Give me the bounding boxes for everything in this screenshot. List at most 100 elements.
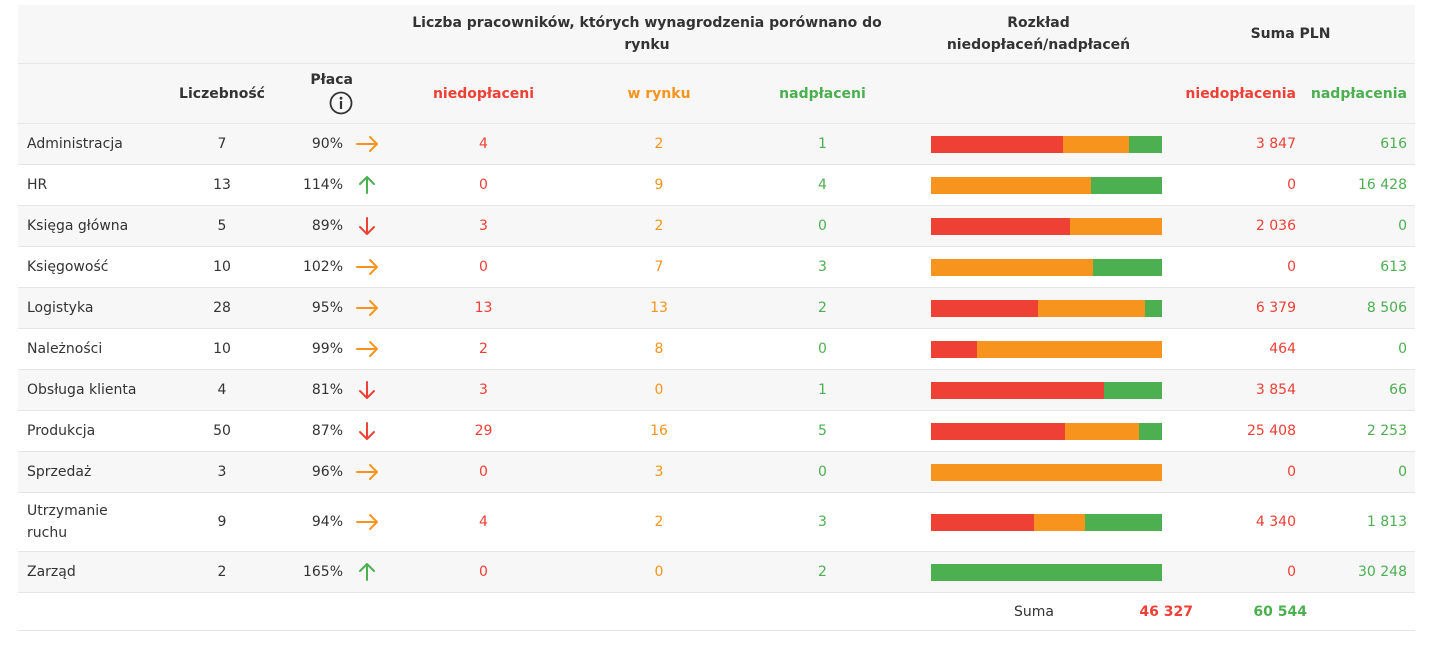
row-over: 3	[818, 514, 827, 530]
table-row[interactable]: Zarząd 2 165% 0 0 2 0 30 248	[18, 552, 1415, 593]
row-count: 2	[217, 564, 227, 580]
row-under: 0	[479, 259, 488, 275]
row-distribution	[911, 452, 1166, 492]
header-underpay[interactable]: niedopłacenia	[1185, 85, 1296, 102]
header-overpay[interactable]: nadpłacenia	[1310, 85, 1407, 102]
distribution-bar	[931, 258, 1162, 276]
header-group-row: Liczba pracowników, których wynagrodzeni…	[18, 5, 1415, 64]
row-under: 13	[474, 300, 493, 316]
arrow-right-icon	[356, 136, 378, 152]
row-name: Administracja	[27, 136, 123, 152]
table-row[interactable]: Produkcja 50 87% 29 16 5 25 408 2 253	[18, 411, 1415, 452]
row-name: Produkcja	[27, 423, 96, 439]
row-underpay: 464	[1269, 341, 1296, 357]
header-count[interactable]: Liczebność	[179, 85, 265, 102]
bar-segment	[931, 563, 1162, 581]
row-under: 2	[479, 341, 488, 357]
distribution-bar	[931, 422, 1162, 440]
table-row[interactable]: Administracja 7 90% 4 2 1 3 847 616	[18, 124, 1415, 165]
row-pay: 81%	[281, 370, 383, 410]
table-row[interactable]: Sprzedaż 3 96% 0 3 0 0 0	[18, 452, 1415, 493]
header-group-distribution: Rozkład niedopłaceń/nadpłaceń	[911, 5, 1166, 63]
row-pay-value: 90%	[311, 136, 343, 152]
bar-segment	[1145, 299, 1162, 317]
row-pay-value: 96%	[311, 464, 343, 480]
row-distribution	[911, 370, 1166, 410]
header-over[interactable]: nadpłaceni	[779, 85, 866, 102]
header-pay[interactable]: Płaca	[281, 64, 383, 123]
distribution-bar	[931, 381, 1162, 399]
row-pay: 89%	[281, 206, 383, 246]
bar-segment	[931, 381, 1104, 399]
row-distribution	[911, 247, 1166, 287]
row-market: 7	[654, 259, 664, 275]
table-row[interactable]: HR 13 114% 0 9 4 0 16 428	[18, 165, 1415, 206]
table-row[interactable]: Obsługa klienta 4 81% 3 0 1 3 854 66	[18, 370, 1415, 411]
row-overpay: 613	[1380, 259, 1407, 275]
bar-segment	[1063, 135, 1129, 153]
row-count: 7	[217, 136, 227, 152]
header-under[interactable]: niedopłaceni	[432, 85, 535, 102]
bar-segment	[1070, 217, 1162, 235]
row-under: 0	[479, 464, 488, 480]
row-name: Utrzymanie ruchu	[27, 503, 108, 541]
bar-segment	[977, 340, 1162, 358]
table-row[interactable]: Należności 10 99% 2 8 0 464 0	[18, 329, 1415, 370]
row-over: 2	[818, 300, 827, 316]
row-underpay: 0	[1287, 464, 1296, 480]
row-pay-value: 89%	[311, 218, 343, 234]
row-distribution	[911, 329, 1166, 369]
row-count: 9	[217, 514, 227, 530]
table-row[interactable]: Utrzymanie ruchu 9 94% 4 2 3 4 340 1 813	[18, 493, 1415, 552]
row-count: 5	[217, 218, 227, 234]
bar-segment	[1091, 176, 1162, 194]
row-under: 0	[479, 564, 488, 580]
row-distribution	[911, 493, 1166, 551]
arrow-right-icon	[356, 464, 378, 480]
arrow-right-icon	[356, 300, 378, 316]
row-market: 3	[654, 464, 664, 480]
distribution-bar	[931, 513, 1162, 531]
table-row[interactable]: Księga główna 5 89% 3 2 0 2 036 0	[18, 206, 1415, 247]
row-underpay: 25 408	[1247, 423, 1296, 439]
row-under: 0	[479, 177, 488, 193]
row-over: 4	[818, 177, 827, 193]
row-count: 3	[217, 464, 227, 480]
row-over: 0	[818, 341, 827, 357]
row-pay: 90%	[281, 124, 383, 164]
bar-segment	[1104, 381, 1162, 399]
header-market[interactable]: w rynku	[627, 85, 691, 102]
row-underpay: 2 036	[1255, 218, 1296, 234]
row-name: Zarząd	[27, 564, 76, 580]
row-market: 2	[654, 514, 664, 530]
row-over: 3	[818, 259, 827, 275]
row-market: 2	[654, 218, 664, 234]
table-row[interactable]: Logistyka 28 95% 13 13 2 6 379 8 506	[18, 288, 1415, 329]
bar-segment	[1034, 513, 1085, 531]
row-over: 5	[818, 423, 827, 439]
arrow-down-icon	[359, 217, 375, 235]
distribution-bar	[931, 176, 1162, 194]
row-count: 10	[213, 259, 231, 275]
bar-segment	[1139, 422, 1162, 440]
row-name: Należności	[27, 341, 103, 357]
row-market: 0	[654, 382, 664, 398]
row-under: 29	[474, 423, 493, 439]
row-market: 16	[650, 423, 668, 439]
row-under: 4	[479, 514, 488, 530]
row-pay: 96%	[281, 452, 383, 492]
row-count: 10	[213, 341, 231, 357]
table-row[interactable]: Księgowość 10 102% 0 7 3 0 613	[18, 247, 1415, 288]
info-icon[interactable]	[329, 91, 353, 115]
row-pay-value: 102%	[302, 259, 343, 275]
row-market: 2	[654, 136, 664, 152]
row-over: 2	[818, 564, 827, 580]
row-pay: 102%	[281, 247, 383, 287]
salary-table: Liczba pracowników, których wynagrodzeni…	[18, 5, 1415, 631]
row-distribution	[911, 411, 1166, 451]
row-over: 1	[818, 382, 827, 398]
header-spacer	[18, 5, 383, 63]
row-distribution	[911, 124, 1166, 164]
sum-underpay: 46 327	[1139, 603, 1193, 620]
row-overpay: 30 248	[1358, 564, 1407, 580]
